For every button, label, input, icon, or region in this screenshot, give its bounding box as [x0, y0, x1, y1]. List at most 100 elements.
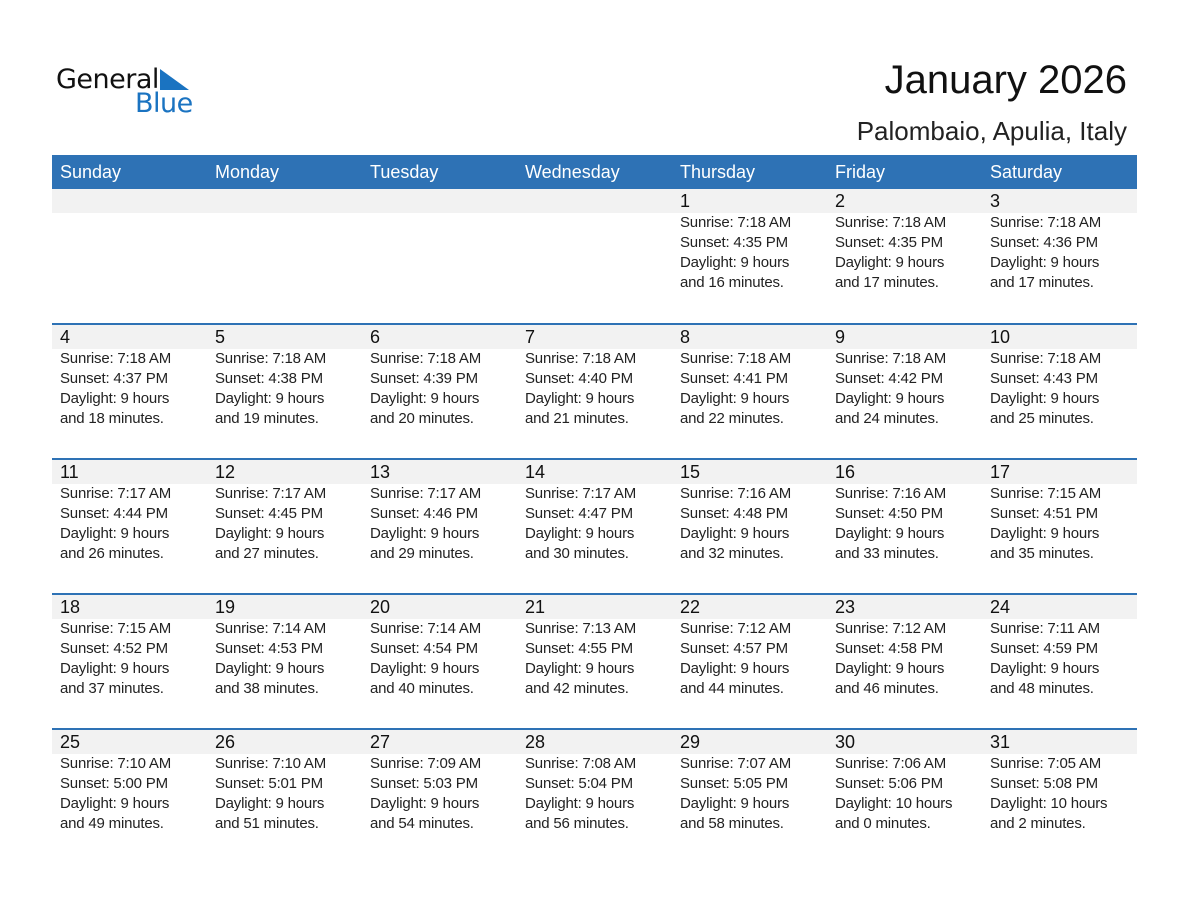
sunrise-text: Sunrise: 7:18 AM — [835, 214, 947, 231]
daylight-minutes-text: and 19 minutes. — [215, 410, 319, 427]
day-number-band — [52, 595, 1137, 619]
sunset-text: Sunset: 4:44 PM — [60, 505, 168, 522]
daylight-text: Daylight: 9 hours — [60, 660, 170, 677]
day-cell: 21 Sunrise: 7:13 AM Sunset: 4:55 PM Dayligh… — [517, 595, 672, 699]
daylight-text: Daylight: 9 hours — [680, 525, 790, 542]
daylight-text: Daylight: 9 hours — [60, 525, 170, 542]
day-number: 6 — [370, 327, 381, 347]
sunset-text: Sunset: 4:54 PM — [370, 640, 478, 657]
sunset-text: Sunset: 4:51 PM — [990, 505, 1098, 522]
sunrise-text: Sunrise: 7:16 AM — [680, 485, 792, 502]
daylight-minutes-text: and 44 minutes. — [680, 680, 784, 697]
weeks: 1 Sunrise: 7:18 AM Sunset: 4:35 PM Daylight… — [52, 189, 1137, 863]
day-number-band — [52, 189, 1137, 213]
sunset-text: Sunset: 4:45 PM — [215, 505, 323, 522]
day-cell: 5 Sunrise: 7:18 AM Sunset: 4:38 PM Daylight… — [207, 325, 362, 429]
sunset-text: Sunset: 5:06 PM — [835, 775, 943, 792]
day-cell: 18 Sunrise: 7:15 AM Sunset: 4:52 PM Dayligh… — [52, 595, 207, 699]
weekday-thursday: Thursday — [680, 162, 756, 182]
day-number: 27 — [370, 732, 391, 752]
sunrise-text: Sunrise: 7:06 AM — [835, 755, 947, 772]
weekday-friday: Friday — [835, 162, 886, 182]
location-subtitle: Palombaio, Apulia, Italy — [856, 116, 1127, 146]
daylight-text: Daylight: 9 hours — [680, 660, 790, 677]
sunset-text: Sunset: 5:00 PM — [60, 775, 168, 792]
day-number: 26 — [215, 732, 236, 752]
day-cell: 9 Sunrise: 7:18 AM Sunset: 4:42 PM Daylight… — [827, 325, 982, 429]
sunrise-text: Sunrise: 7:09 AM — [370, 755, 482, 772]
day-number: 15 — [680, 462, 701, 482]
daylight-minutes-text: and 37 minutes. — [60, 680, 164, 697]
day-cell: 23 Sunrise: 7:12 AM Sunset: 4:58 PM Dayligh… — [827, 595, 982, 699]
sunset-text: Sunset: 4:46 PM — [370, 505, 478, 522]
daylight-minutes-text: and 0 minutes. — [835, 815, 931, 832]
day-number: 7 — [525, 327, 536, 347]
sunset-text: Sunset: 5:04 PM — [525, 775, 633, 792]
sunset-text: Sunset: 4:37 PM — [60, 370, 168, 387]
day-number: 14 — [525, 462, 546, 482]
day-number: 30 — [835, 732, 856, 752]
daylight-minutes-text: and 26 minutes. — [60, 545, 164, 562]
day-cell: 12 Sunrise: 7:17 AM Sunset: 4:45 PM Dayligh… — [207, 460, 362, 564]
day-number-band — [52, 730, 1137, 754]
weekday-tuesday: Tuesday — [370, 162, 439, 182]
sunset-text: Sunset: 5:03 PM — [370, 775, 478, 792]
sunset-text: Sunset: 4:36 PM — [990, 234, 1098, 251]
sunrise-text: Sunrise: 7:12 AM — [835, 620, 947, 637]
daylight-text: Daylight: 9 hours — [990, 660, 1100, 677]
daylight-minutes-text: and 35 minutes. — [990, 545, 1094, 562]
day-number-band — [52, 460, 1137, 484]
daylight-text: Daylight: 9 hours — [990, 390, 1100, 407]
daylight-minutes-text: and 27 minutes. — [215, 545, 319, 562]
day-cell: 17 Sunrise: 7:15 AM Sunset: 4:51 PM Dayligh… — [982, 460, 1137, 564]
weekday-header: Sunday Monday Tuesday Wednesday Thursday Frid… — [52, 155, 1137, 189]
day-cell: 24 Sunrise: 7:11 AM Sunset: 4:59 PM Dayligh… — [982, 595, 1137, 699]
sunrise-text: Sunrise: 7:18 AM — [370, 350, 482, 367]
sunrise-text: Sunrise: 7:15 AM — [60, 620, 172, 637]
day-number: 5 — [215, 327, 226, 347]
sunset-text: Sunset: 4:53 PM — [215, 640, 323, 657]
day-cell: 22 Sunrise: 7:12 AM Sunset: 4:57 PM Dayligh… — [672, 595, 827, 699]
sunset-text: Sunset: 4:43 PM — [990, 370, 1098, 387]
sunset-text: Sunset: 4:38 PM — [215, 370, 323, 387]
logo-text-blue: Blue — [135, 88, 193, 119]
sunrise-text: Sunrise: 7:13 AM — [525, 620, 637, 637]
daylight-text: Daylight: 9 hours — [525, 525, 635, 542]
daylight-minutes-text: and 29 minutes. — [370, 545, 474, 562]
weekday-saturday: Saturday — [990, 162, 1063, 182]
day-number: 18 — [60, 597, 81, 617]
sunrise-text: Sunrise: 7:16 AM — [835, 485, 947, 502]
week-cells: 18 Sunrise: 7:15 AM Sunset: 4:52 PM Dayligh… — [52, 595, 1137, 699]
day-cell: 10 Sunrise: 7:18 AM Sunset: 4:43 PM Dayligh… — [982, 325, 1137, 429]
sunset-text: Sunset: 4:57 PM — [680, 640, 788, 657]
day-cell: 19 Sunrise: 7:14 AM Sunset: 4:53 PM Dayligh… — [207, 595, 362, 699]
day-number: 23 — [835, 597, 856, 617]
week-row: 11 Sunrise: 7:17 AM Sunset: 4:44 PM Dayligh… — [52, 458, 1137, 593]
daylight-text: Daylight: 9 hours — [215, 525, 325, 542]
daylight-text: Daylight: 9 hours — [215, 660, 325, 677]
day-cell: 14 Sunrise: 7:17 AM Sunset: 4:47 PM Dayligh… — [517, 460, 672, 564]
day-number: 4 — [60, 327, 71, 347]
sunrise-text: Sunrise: 7:18 AM — [680, 350, 792, 367]
week-cells: 4 Sunrise: 7:18 AM Sunset: 4:37 PM Daylight… — [52, 325, 1137, 429]
day-number: 13 — [370, 462, 391, 482]
sunrise-text: Sunrise: 7:15 AM — [990, 485, 1102, 502]
daylight-minutes-text: and 30 minutes. — [525, 545, 629, 562]
week-row: 18 Sunrise: 7:15 AM Sunset: 4:52 PM Dayligh… — [52, 593, 1137, 728]
daylight-minutes-text: and 21 minutes. — [525, 410, 629, 427]
page-title: January 2026 — [884, 58, 1127, 102]
sunrise-text: Sunrise: 7:14 AM — [215, 620, 327, 637]
daylight-text: Daylight: 9 hours — [370, 660, 480, 677]
sunrise-text: Sunrise: 7:08 AM — [525, 755, 637, 772]
daylight-minutes-text: and 51 minutes. — [215, 815, 319, 832]
day-cell: 27 Sunrise: 7:09 AM Sunset: 5:03 PM Dayligh… — [362, 730, 517, 834]
daylight-text: Daylight: 9 hours — [60, 390, 170, 407]
sunset-text: Sunset: 5:05 PM — [680, 775, 788, 792]
sunset-text: Sunset: 4:42 PM — [835, 370, 943, 387]
day-cell: 15 Sunrise: 7:16 AM Sunset: 4:48 PM Dayligh… — [672, 460, 827, 564]
day-cell: 1 Sunrise: 7:18 AM Sunset: 4:35 PM Daylight… — [672, 189, 827, 293]
sunrise-text: Sunrise: 7:17 AM — [60, 485, 172, 502]
sunrise-text: Sunrise: 7:18 AM — [215, 350, 327, 367]
daylight-minutes-text: and 24 minutes. — [835, 410, 939, 427]
